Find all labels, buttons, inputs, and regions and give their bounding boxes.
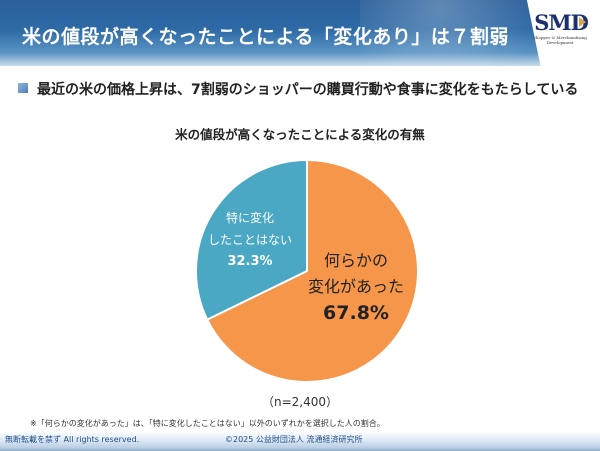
footer-copyright: ©2025 公益財団法人 流通経済研究所 [225,435,363,444]
page-title: 米の値段が高くなったことによる「変化あり」は７割弱 [22,26,509,48]
footer-rights: 無断転載を禁ず All rights reserved. [5,435,140,444]
label-no-change-line1: 特に変化 [225,211,274,225]
pie-slice-changed [205,158,419,383]
sample-size: （n=2,400） [261,395,338,409]
label-no-change-line2: したことはない [207,233,292,247]
logo-triangle-icon [578,17,586,27]
logo-panel [526,0,600,66]
subtitle: 最近の米の価格上昇は、7割弱のショッパーの購買行動や食事に変化をもたらしている [18,79,578,99]
label-no-change: 特に変化 したことはない 32.3% [200,207,300,273]
banner-decoration [360,0,560,66]
label-changed-line1: 何らかの [323,251,388,270]
chart-title: 米の値段が高くなったことによる変化の有無 [175,127,425,142]
square-bullet-icon [18,83,28,93]
logo-mark: SMD [528,10,592,35]
pie-slice-no-change [195,158,308,321]
logo-subtitle-1: Shopper & Merchandising [533,35,587,40]
title-banner: 米の値段が高くなったことによる「変化あり」は７割弱 [0,0,600,66]
footnote: ※「何らかの変化があった」は、「特に変化したことはない」以外のいずれかを選択した… [30,419,385,428]
footer-bar: 無断転載を禁ず All rights reserved. ©2025 公益財団法… [0,431,600,451]
label-changed-percent: 67.8% [323,302,389,324]
label-no-change-percent: 32.3% [227,254,273,269]
label-changed: 何らかの 変化があった 67.8% [306,248,406,326]
subtitle-text: 最近の米の価格上昇は、7割弱のショッパーの購買行動や食事に変化をもたらしている [37,82,579,98]
smd-logo: SMD Shopper & Merchandising Development [528,10,592,45]
logo-subtitle-2: Development [546,40,574,45]
label-changed-line2: 変化があった [307,277,404,296]
